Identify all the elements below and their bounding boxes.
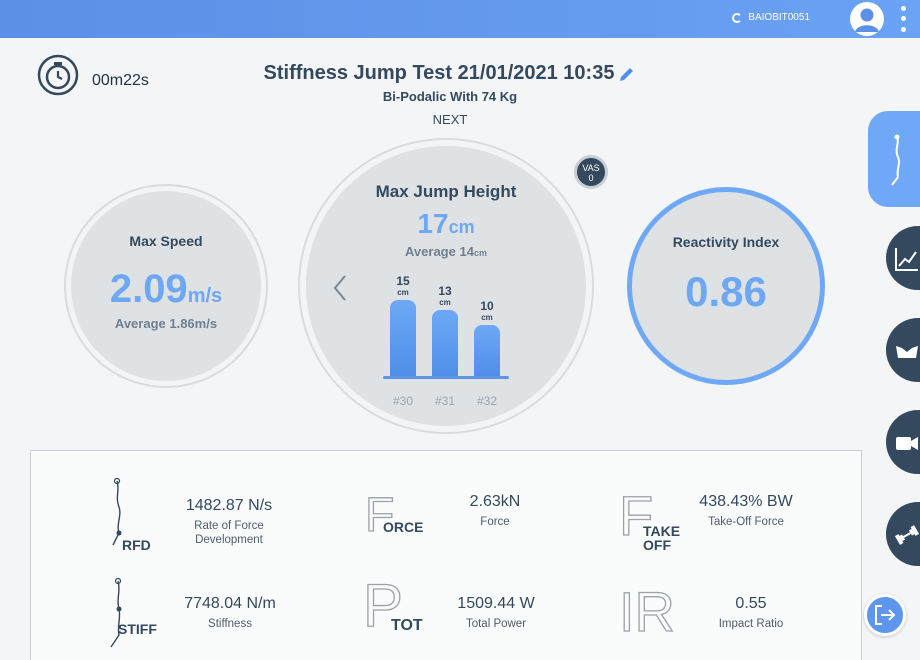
metrics-panel: RFD 1482.87 N/s Rate of Force Developmen… [30, 450, 862, 660]
chart-category-label: #31 [434, 394, 456, 408]
jump-height-chart: 15 cm #30 13 cm #31 10 cm #32 [380, 270, 512, 410]
test-title-row: Stiffness Jump Test 21/01/2021 10:35 [264, 62, 637, 85]
jumper-icon [891, 134, 900, 186]
power-value: 1509.44 W [457, 595, 535, 612]
device-name: BAIOBIT0051 [748, 12, 810, 23]
ir-glyph: IR [618, 580, 675, 643]
rfd-value: 1482.87 N/s [185, 497, 273, 514]
max-speed-value: 2.09 [109, 267, 188, 311]
reactivity-index-value: 0.86 [685, 268, 767, 315]
force-value: 2.63kN [469, 493, 521, 510]
impact-ratio-value: 0.55 [735, 595, 767, 612]
rfd-label-2: Development [195, 534, 263, 546]
rfd-metric: 1482.87 N/s Rate of Force Development [169, 497, 289, 547]
tab-jump[interactable] [868, 111, 920, 207]
device-status[interactable]: BAIOBIT0051 [732, 12, 810, 23]
power-metric: 1509.44 W Total Power [451, 595, 541, 631]
tab-footwear[interactable] [886, 318, 920, 382]
tab-video[interactable] [886, 410, 920, 474]
power-glyph: TOT [391, 617, 423, 634]
max-speed-gauge: Max Speed 2.09m/s Average 1.86m/s [66, 186, 266, 386]
impact-ratio-metric: 0.55 Impact Ratio [711, 595, 791, 631]
max-jump-average-unit: cm [473, 248, 487, 258]
force-glyph: ORCE [383, 519, 424, 535]
takeoff-label: Take-Off Force [708, 516, 784, 528]
max-jump-value-row: 17cm [306, 210, 586, 243]
max-speed-average: Average 1.86m/s [114, 316, 218, 331]
more-vertical-icon[interactable] [896, 3, 910, 35]
chart-bar-value-number: 13 [438, 284, 452, 299]
force-metric: 2.63kN Force [455, 493, 535, 529]
power-glyph-letter: P [362, 572, 404, 639]
max-speed-unit: m/s [187, 285, 223, 307]
chart-baseline [383, 376, 509, 379]
power-label: Total Power [465, 618, 527, 630]
stiffness-value: 7748.04 N/m [184, 595, 276, 612]
chart-bar-value: 15 cm [388, 274, 418, 298]
max-speed-label: Max Speed [129, 233, 203, 249]
next-button[interactable]: NEXT [432, 112, 468, 127]
elapsed-time: 00m22s [92, 72, 149, 89]
max-jump-average-row: Average 14cm [306, 244, 586, 259]
test-header: Stiffness Jump Test 21/01/2021 10:35 Bi-… [200, 62, 700, 127]
logout-button[interactable] [864, 594, 906, 636]
chevron-left-icon[interactable] [332, 274, 348, 302]
video-camera-icon [896, 437, 918, 450]
stiff-glyph: STIFF [118, 621, 157, 637]
takeoff-metric: 438.43% BW Take-Off Force [691, 493, 801, 529]
reactivity-index-gauge: Reactivity Index 0.86 [627, 187, 825, 385]
chart-bar-value-unit: cm [397, 288, 409, 298]
impact-ratio-label: Impact Ratio [718, 618, 784, 630]
chart-category-label: #30 [392, 394, 414, 408]
tab-training[interactable] [886, 502, 920, 566]
rfd-jumper-icon [112, 477, 122, 546]
stopwatch-icon [37, 54, 79, 96]
top-bar: BAIOBIT0051 [0, 0, 920, 38]
force-label: Force [480, 516, 510, 528]
stiff-jumper-icon [110, 577, 122, 648]
chart-bar-value-unit: cm [439, 298, 451, 308]
reactivity-index-label: Reactivity Index [672, 234, 780, 250]
tab-charts[interactable] [886, 226, 920, 290]
chart-bar-value-number: 10 [480, 299, 494, 314]
exit-icon [875, 605, 896, 625]
rfd-glyph: RFD [122, 537, 151, 553]
test-subtitle: Bi-Podalic With 74 Kg [382, 89, 518, 104]
loading-spinner-icon [732, 12, 743, 23]
user-avatar-icon[interactable] [850, 2, 884, 36]
chart-category-label: #32 [476, 394, 498, 408]
stiffness-metric: 7748.04 N/m Stiffness [175, 595, 285, 631]
vas-value: 0 [588, 173, 594, 183]
max-jump-label: Max Jump Height [375, 182, 517, 201]
max-jump-unit: cm [448, 217, 475, 237]
rfd-label-1: Rate of Force [194, 520, 264, 532]
shoes-icon [896, 346, 918, 358]
line-chart-icon [895, 248, 918, 271]
edit-pencil-icon[interactable] [618, 65, 636, 83]
takeoff-glyph-letter: F [618, 484, 654, 547]
chart-bar[interactable] [390, 300, 416, 376]
vas-label: VAS [582, 163, 600, 173]
chart-bar-value-unit: cm [481, 313, 493, 323]
max-jump-average: Average 14 [405, 244, 474, 259]
vas-badge[interactable]: VAS 0 [574, 155, 608, 189]
chart-bar[interactable] [432, 310, 458, 376]
chart-bar-value: 10 cm [472, 299, 502, 323]
force-glyph-letter: F [364, 488, 395, 542]
page-title: Stiffness Jump Test 21/01/2021 10:35 [263, 62, 615, 84]
max-jump-value: 17 [417, 208, 449, 239]
takeoff-glyph-2: OFF [643, 537, 671, 553]
chart-bar-value-number: 15 [396, 274, 410, 289]
max-jump-gauge: Max Jump Height 17cm Average 14cm [300, 140, 592, 432]
chart-bar-value: 13 cm [430, 284, 460, 308]
takeoff-value: 438.43% BW [699, 493, 793, 510]
max-speed-value-row: 2.09m/s [71, 267, 261, 312]
chart-bar[interactable] [474, 325, 500, 376]
takeoff-glyph-1: TAKE [643, 523, 681, 539]
stiffness-label: Stiffness [208, 618, 252, 630]
dumbbell-icon [894, 525, 920, 545]
